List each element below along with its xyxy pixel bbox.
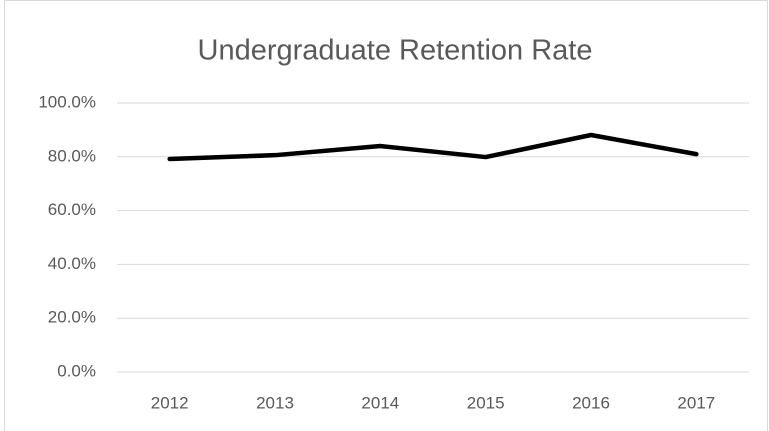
x-tick-label: 2015 xyxy=(467,393,505,412)
x-tick-label: 2017 xyxy=(677,393,715,412)
chart-frame xyxy=(4,0,768,431)
y-tick-label: 60.0% xyxy=(48,200,96,219)
data-line xyxy=(167,132,699,162)
x-tick-label: 2014 xyxy=(361,393,399,412)
y-tick-label: 40.0% xyxy=(48,254,96,273)
y-tick-label: 20.0% xyxy=(48,308,96,327)
chart-title: Undergraduate Retention Rate xyxy=(198,35,593,67)
y-tick-label: 80.0% xyxy=(48,146,96,165)
y-tick-label: 100.0% xyxy=(38,92,96,111)
x-tick-label: 2016 xyxy=(572,393,610,412)
x-tick-label: 2012 xyxy=(151,393,189,412)
x-tick-label: 2013 xyxy=(256,393,294,412)
y-tick-label: 0.0% xyxy=(57,361,96,380)
